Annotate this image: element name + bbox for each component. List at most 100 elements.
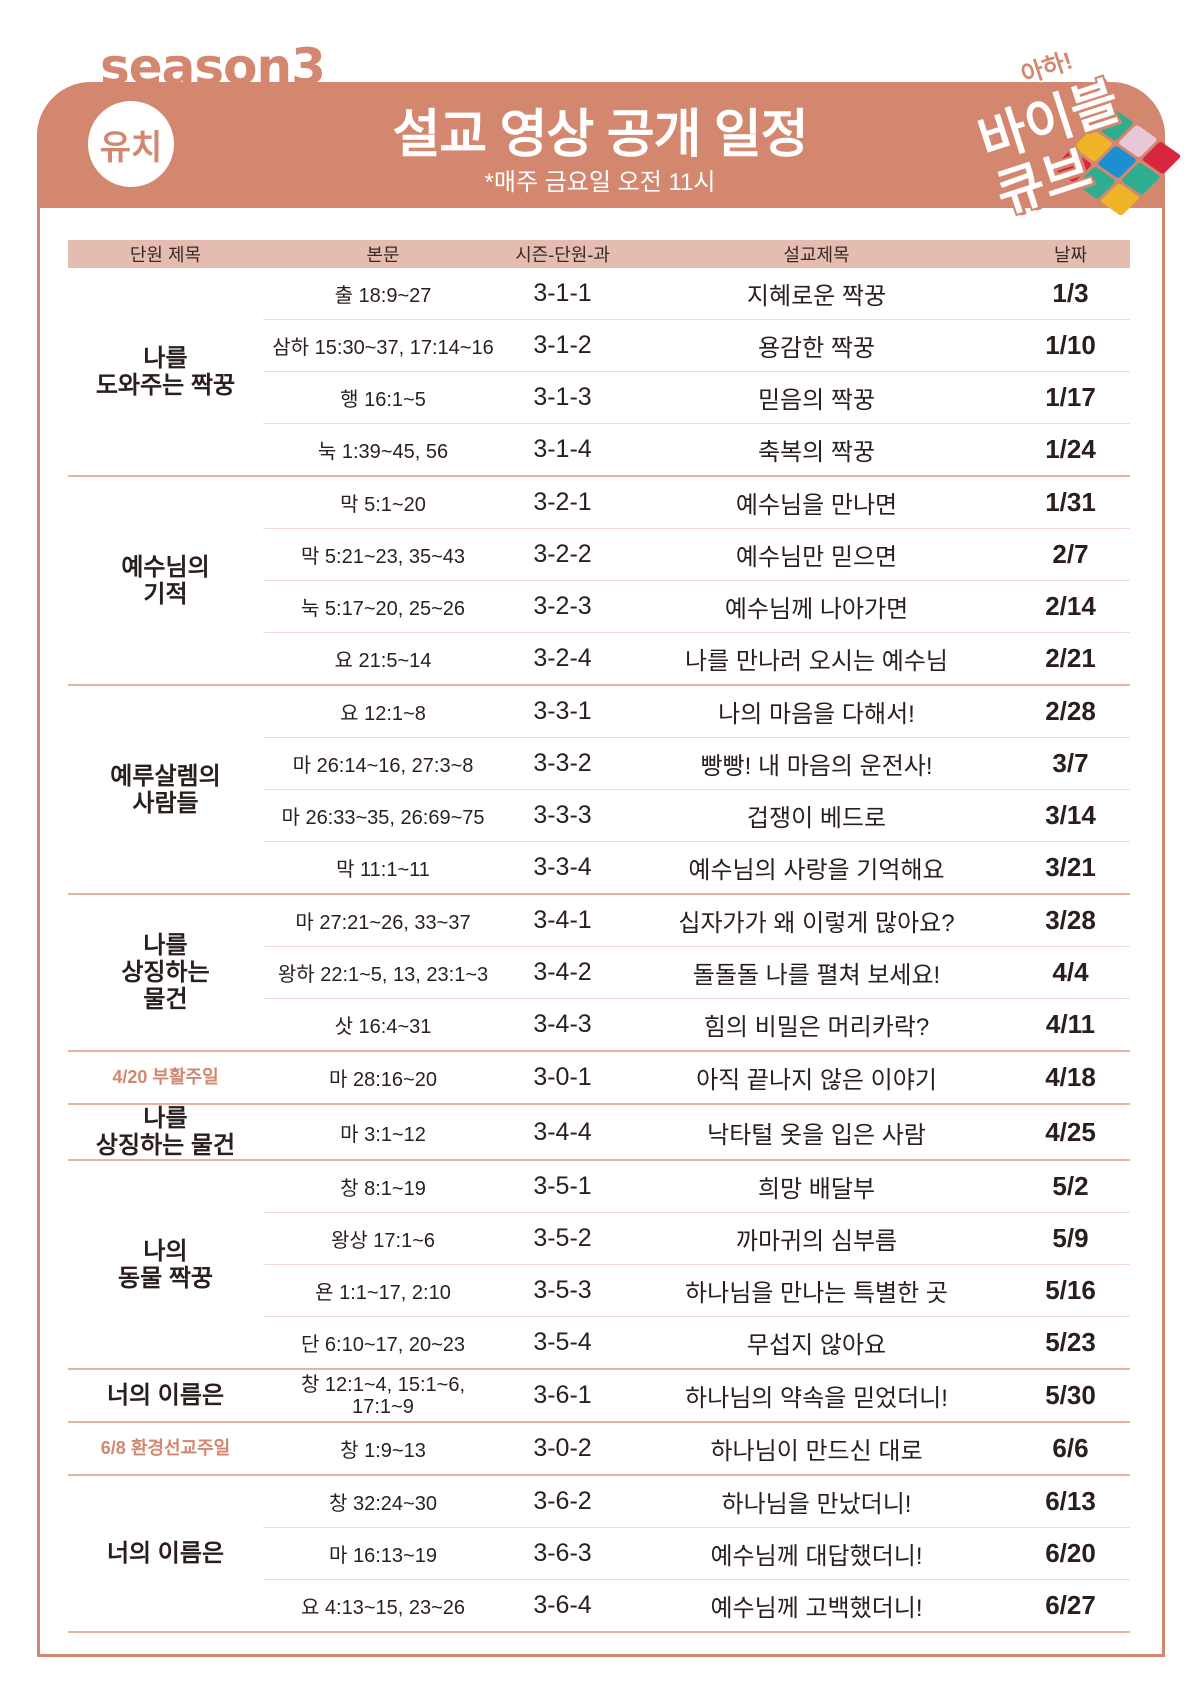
- bible-cube-logo: 아하! 바이블 큐브: [972, 40, 1182, 230]
- lesson-code: 3-4-1: [503, 894, 622, 947]
- date: 6/20: [1011, 1527, 1130, 1580]
- sermon-title: 돌돌돌 나를 펼쳐 보세요!: [622, 946, 1011, 999]
- schedule-table: 단원 제목 본문 시즌-단원-과 설교제목 날짜 나를 도와주는 짝꿍 출 18:…: [68, 240, 1130, 1633]
- passage: 욘 1:1~17, 2:10: [263, 1264, 503, 1317]
- table-row: 삼하 15:30~37, 17:14~16 3-1-2 용감한 짝꿍 1/10: [68, 319, 1130, 372]
- table-row: 왕상 17:1~6 3-5-2 까마귀의 심부름 5/9: [68, 1212, 1130, 1265]
- lesson-code: 3-4-3: [503, 998, 622, 1052]
- sermon-title: 빵빵! 내 마음의 운전사!: [622, 737, 1011, 790]
- special-sunday-label: 6/8 환경선교주일: [68, 1422, 263, 1476]
- table-row: 나를 도와주는 짝꿍 출 18:9~27 3-1-1 지혜로운 짝꿍 1/3: [68, 268, 1130, 477]
- table-row: 너의 이름은 창 12:1~4, 15:1~6, 17:1~9 3-6-1 하나님의 …: [68, 1369, 1130, 1423]
- date: 5/30: [1011, 1369, 1130, 1423]
- passage: 눅 5:17~20, 25~26: [263, 580, 503, 633]
- col-header-date: 날짜: [1011, 240, 1130, 268]
- table-row: 삿 16:4~31 3-4-3 힘의 비밀은 머리카락? 4/11: [68, 998, 1130, 1052]
- passage: 왕상 17:1~6: [263, 1212, 503, 1265]
- table-row: 욘 1:1~17, 2:10 3-5-3 하나님을 만나는 특별한 곳 5/16: [68, 1264, 1130, 1317]
- lesson-code: 3-6-2: [503, 1475, 622, 1528]
- passage: 왕하 22:1~5, 13, 23:1~3: [263, 946, 503, 999]
- table-row: 6/8 환경선교주일 창 1:9~13 3-0-2 하나님이 만드신 대로 6/6: [68, 1422, 1130, 1476]
- sermon-title: 예수님께 대답했더니!: [622, 1527, 1011, 1580]
- header-banner: [37, 82, 1165, 208]
- date: 1/3: [1011, 268, 1130, 320]
- date: 5/16: [1011, 1264, 1130, 1317]
- table-row: 나의 동물 짝꿍 창 8:1~19 3-5-1 희망 배달부 5/2: [68, 1160, 1130, 1370]
- table-row: 예루살렘의 사람들 요 12:1~8 3-3-1 나의 마음을 다해서! 2/28: [68, 685, 1130, 895]
- sermon-title: 힘의 비밀은 머리카락?: [622, 998, 1011, 1052]
- passage: 마 26:14~16, 27:3~8: [263, 737, 503, 790]
- date: 6/13: [1011, 1475, 1130, 1528]
- lesson-code: 3-3-4: [503, 841, 622, 895]
- date: 1/24: [1011, 423, 1130, 477]
- lesson-code: 3-0-1: [503, 1051, 622, 1105]
- unit-title: 너의 이름은: [68, 1369, 263, 1423]
- passage: 막 11:1~11: [263, 841, 503, 895]
- lesson-code: 3-2-2: [503, 528, 622, 581]
- unit-title: 나를 도와주는 짝꿍: [68, 268, 263, 477]
- lesson-code: 3-1-1: [503, 268, 622, 320]
- date: 6/27: [1011, 1579, 1130, 1633]
- passage: 요 21:5~14: [263, 632, 503, 686]
- sermon-title: 예수님의 사랑을 기억해요: [622, 841, 1011, 895]
- date: 2/14: [1011, 580, 1130, 633]
- table-row: 눅 5:17~20, 25~26 3-2-3 예수님께 나아가면 2/14: [68, 580, 1130, 633]
- table-row: 마 26:33~35, 26:69~75 3-3-3 겁쟁이 베드로 3/14: [68, 789, 1130, 842]
- table-row: 마 16:13~19 3-6-3 예수님께 대답했더니! 6/20: [68, 1527, 1130, 1580]
- lesson-code: 3-1-2: [503, 319, 622, 372]
- date: 3/28: [1011, 894, 1130, 947]
- lesson-code: 3-5-1: [503, 1160, 622, 1213]
- unit-title: 나를 상징하는 물건: [68, 1104, 263, 1161]
- date: 3/14: [1011, 789, 1130, 842]
- sermon-title: 예수님께 나아가면: [622, 580, 1011, 633]
- sermon-title: 하나님을 만났더니!: [622, 1475, 1011, 1528]
- sermon-title: 희망 배달부: [622, 1160, 1011, 1213]
- sermon-title: 예수님을 만나면: [622, 476, 1011, 529]
- table-row: 단 6:10~17, 20~23 3-5-4 무섭지 않아요 5/23: [68, 1316, 1130, 1370]
- unit-title: 예루살렘의 사람들: [68, 685, 263, 895]
- date: 3/21: [1011, 841, 1130, 895]
- passage: 창 8:1~19: [263, 1160, 503, 1213]
- sermon-title: 하나님이 만드신 대로: [622, 1422, 1011, 1476]
- date: 4/4: [1011, 946, 1130, 999]
- lesson-code: 3-5-2: [503, 1212, 622, 1265]
- date: 3/7: [1011, 737, 1130, 790]
- date: 4/11: [1011, 998, 1130, 1052]
- table-row: 나를 상징하는 물건 마 27:21~26, 33~37 3-4-1 십자가가 왜 이…: [68, 894, 1130, 1052]
- sermon-title: 아직 끝나지 않은 이야기: [622, 1051, 1011, 1105]
- passage: 행 16:1~5: [263, 371, 503, 424]
- lesson-code: 3-3-3: [503, 789, 622, 842]
- table-header-row: 단원 제목 본문 시즌-단원-과 설교제목 날짜: [68, 240, 1130, 268]
- sermon-title: 하나님을 만나는 특별한 곳: [622, 1264, 1011, 1317]
- logo-text-main: 바이블 큐브: [972, 71, 1127, 225]
- passage: 마 27:21~26, 33~37: [263, 894, 503, 947]
- table-row: 왕하 22:1~5, 13, 23:1~3 3-4-2 돌돌돌 나를 펼쳐 보세요!…: [68, 946, 1130, 999]
- lesson-code: 3-6-4: [503, 1579, 622, 1633]
- sermon-title: 지혜로운 짝꿍: [622, 268, 1011, 320]
- sermon-title: 까마귀의 심부름: [622, 1212, 1011, 1265]
- passage: 창 32:24~30: [263, 1475, 503, 1528]
- table-row: 막 11:1~11 3-3-4 예수님의 사랑을 기억해요 3/21: [68, 841, 1130, 895]
- table-row: 행 16:1~5 3-1-3 믿음의 짝꿍 1/17: [68, 371, 1130, 424]
- passage: 단 6:10~17, 20~23: [263, 1316, 503, 1370]
- table-row: 마 26:14~16, 27:3~8 3-3-2 빵빵! 내 마음의 운전사! 3/7: [68, 737, 1130, 790]
- date: 1/31: [1011, 476, 1130, 529]
- lesson-code: 3-3-1: [503, 685, 622, 738]
- lesson-code: 3-5-3: [503, 1264, 622, 1317]
- table-row: 너의 이름은 창 32:24~30 3-6-2 하나님을 만났더니! 6/13: [68, 1475, 1130, 1633]
- lesson-code: 3-2-1: [503, 476, 622, 529]
- table-row: 요 4:13~15, 23~26 3-6-4 예수님께 고백했더니! 6/27: [68, 1579, 1130, 1633]
- lesson-code: 3-4-4: [503, 1104, 622, 1161]
- passage: 삼하 15:30~37, 17:14~16: [263, 319, 503, 372]
- lesson-code: 3-5-4: [503, 1316, 622, 1370]
- unit-title: 너의 이름은: [68, 1475, 263, 1633]
- table-row: 4/20 부활주일 마 28:16~20 3-0-1 아직 끝나지 않은 이야기 4/1…: [68, 1051, 1130, 1105]
- sermon-title: 믿음의 짝꿍: [622, 371, 1011, 424]
- sermon-title: 겁쟁이 베드로: [622, 789, 1011, 842]
- sermon-title: 예수님만 믿으면: [622, 528, 1011, 581]
- table-row: 예수님의 기적 막 5:1~20 3-2-1 예수님을 만나면 1/31: [68, 476, 1130, 686]
- date: 1/17: [1011, 371, 1130, 424]
- date: 6/6: [1011, 1422, 1130, 1476]
- lesson-code: 3-1-4: [503, 423, 622, 477]
- special-sunday-label: 4/20 부활주일: [68, 1051, 263, 1105]
